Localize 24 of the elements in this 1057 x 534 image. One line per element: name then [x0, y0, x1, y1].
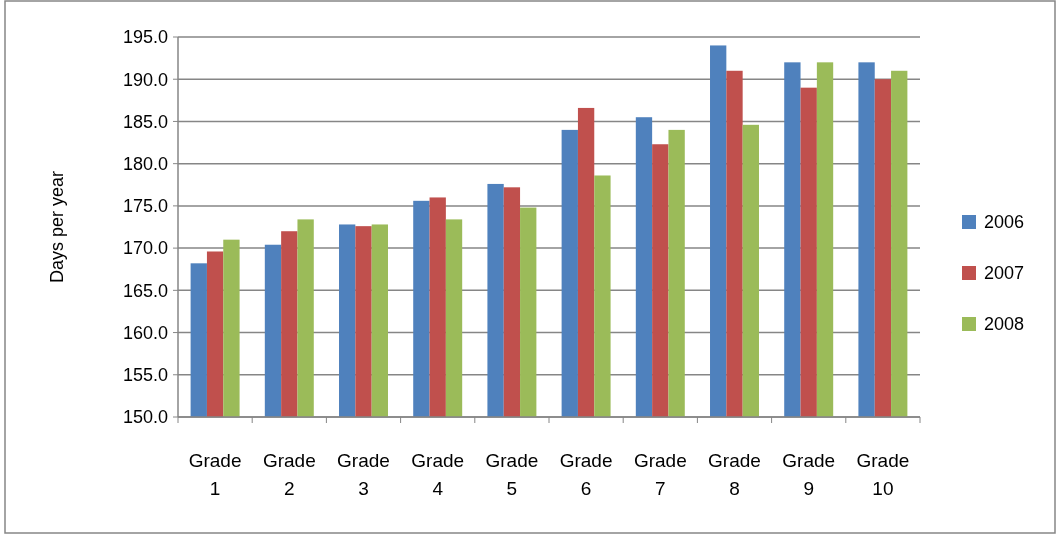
y-tick-label: 185.0	[122, 111, 168, 132]
x-tick-label: Grade 2	[262, 450, 316, 499]
y-tick-label: 150.0	[122, 407, 168, 428]
x-tick-label: Grade 10	[856, 450, 910, 499]
legend-label: 2007	[984, 263, 1025, 284]
y-tick-label: 165.0	[122, 280, 168, 301]
x-tick-label: Grade 9	[782, 450, 836, 499]
y-tick-label: 180.0	[122, 153, 168, 174]
x-tick-label: Grade 7	[633, 450, 687, 499]
y-tick-label: 170.0	[122, 238, 168, 259]
x-tick-label: Grade 4	[411, 450, 465, 499]
x-tick-label: Grade 3	[337, 450, 390, 499]
x-tick-label: Grade 8	[708, 450, 761, 499]
x-tick-label: Grade 5	[485, 450, 539, 499]
x-tick-label: Grade 6	[559, 450, 613, 499]
y-axis-title: Days per year	[47, 170, 67, 284]
legend-label: 2006	[984, 212, 1025, 233]
y-tick-label: 160.0	[122, 322, 168, 343]
y-tick-label: 175.0	[122, 196, 168, 217]
y-tick-label: 155.0	[122, 365, 168, 386]
x-tick-label: Grade 1	[188, 450, 242, 499]
legend-label: 2008	[984, 314, 1025, 335]
y-tick-label: 195.0	[122, 27, 168, 48]
y-tick-label: 190.0	[122, 69, 168, 90]
